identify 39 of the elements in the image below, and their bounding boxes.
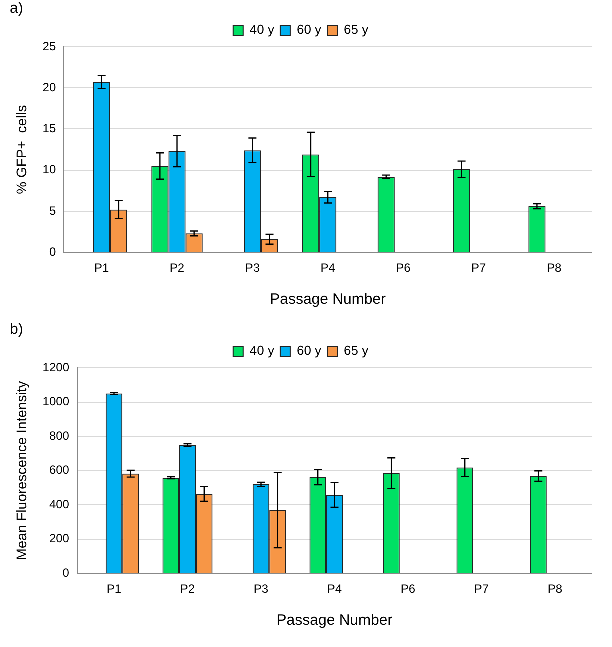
y-tick-label: 400 xyxy=(49,497,70,512)
y-tick-label: 0 xyxy=(49,244,56,259)
y-tick-label: 1200 xyxy=(42,360,70,374)
legend-label: 60 y xyxy=(296,22,322,38)
y-tick-label: 800 xyxy=(49,428,70,443)
x-tick-label: P4 xyxy=(327,582,342,596)
x-axis-title: Passage Number xyxy=(276,612,393,630)
y-tick-label: 10 xyxy=(42,162,56,177)
y-tick-label: 25 xyxy=(42,39,56,54)
y-tick-label: 200 xyxy=(49,532,70,546)
x-tick-label: P2 xyxy=(180,582,196,596)
legend-label: 65 y xyxy=(344,343,370,358)
x-tick-label: P8 xyxy=(546,261,562,276)
legend-label: 40 y xyxy=(250,22,275,38)
x-tick-label: P1 xyxy=(106,582,122,596)
x-tick-label: P7 xyxy=(474,582,490,596)
x-tick-label: P8 xyxy=(548,582,563,596)
y-tick-label: 1000 xyxy=(42,394,70,409)
x-tick-label: P2 xyxy=(170,261,185,276)
legend-label: 60 y xyxy=(296,343,322,358)
y-axis-title: Mean Fluorescence Intensity xyxy=(13,381,30,560)
x-tick-label: P1 xyxy=(94,261,110,276)
x-tick-label: P3 xyxy=(254,582,269,596)
chart-title: b) xyxy=(10,321,24,338)
x-tick-label: P6 xyxy=(396,261,412,276)
y-tick-label: 20 xyxy=(42,80,56,94)
legend-label: 65 y xyxy=(344,22,370,38)
y-tick-label: 15 xyxy=(42,122,56,136)
y-tick-label: 0 xyxy=(62,566,70,580)
y-tick-label: 5 xyxy=(49,204,56,218)
x-axis-title: Passage Number xyxy=(270,291,386,308)
x-tick-label: P4 xyxy=(320,261,336,276)
x-tick-label: P3 xyxy=(245,261,260,276)
legend-label: 40 y xyxy=(250,343,275,358)
y-axis-title: % GFP+ cells xyxy=(13,105,30,194)
chart-title: a) xyxy=(10,0,24,18)
x-tick-label: P6 xyxy=(400,582,416,596)
y-tick-label: 600 xyxy=(49,463,70,478)
x-tick-label: P7 xyxy=(472,261,487,276)
